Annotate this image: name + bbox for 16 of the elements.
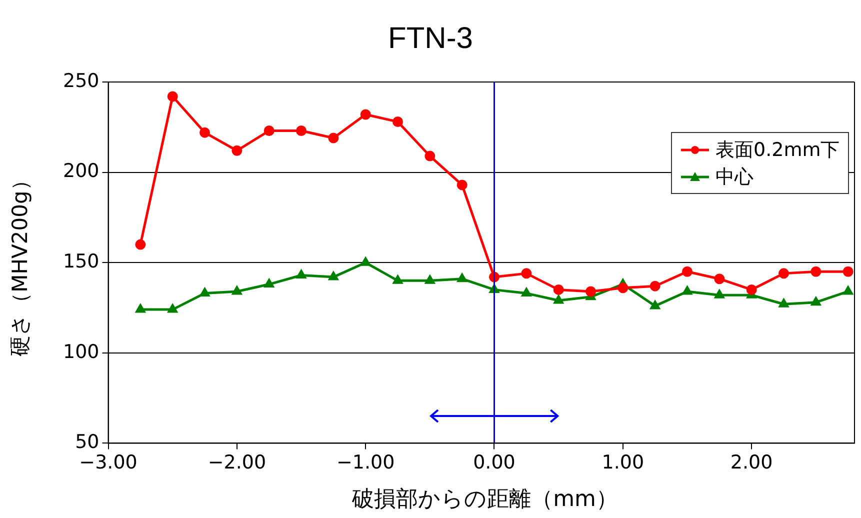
- x-tick-label: −1.00: [336, 452, 395, 474]
- x-tick-label: −2.00: [208, 452, 266, 474]
- legend-label: 中心: [716, 164, 754, 190]
- y-tick-label: 100: [63, 340, 100, 363]
- y-tick-label: 200: [63, 160, 100, 182]
- y-tick-label: 50: [75, 431, 100, 454]
- x-tick-label: −3.00: [79, 452, 138, 474]
- x-tick-label: 2.00: [730, 452, 773, 474]
- y-axis-title: 硬さ（MHV200g）: [7, 170, 33, 356]
- y-tick-label: 150: [63, 250, 100, 273]
- x-tick-label: 1.00: [602, 452, 644, 474]
- y-tick-label: 250: [63, 70, 100, 92]
- legend-label: 表面0.2mm下: [716, 138, 840, 162]
- x-tick-label: 0.00: [473, 452, 516, 474]
- x-axis-title: 破損部からの距離（mm）: [351, 486, 619, 514]
- chart-title: FTN-3: [387, 22, 474, 56]
